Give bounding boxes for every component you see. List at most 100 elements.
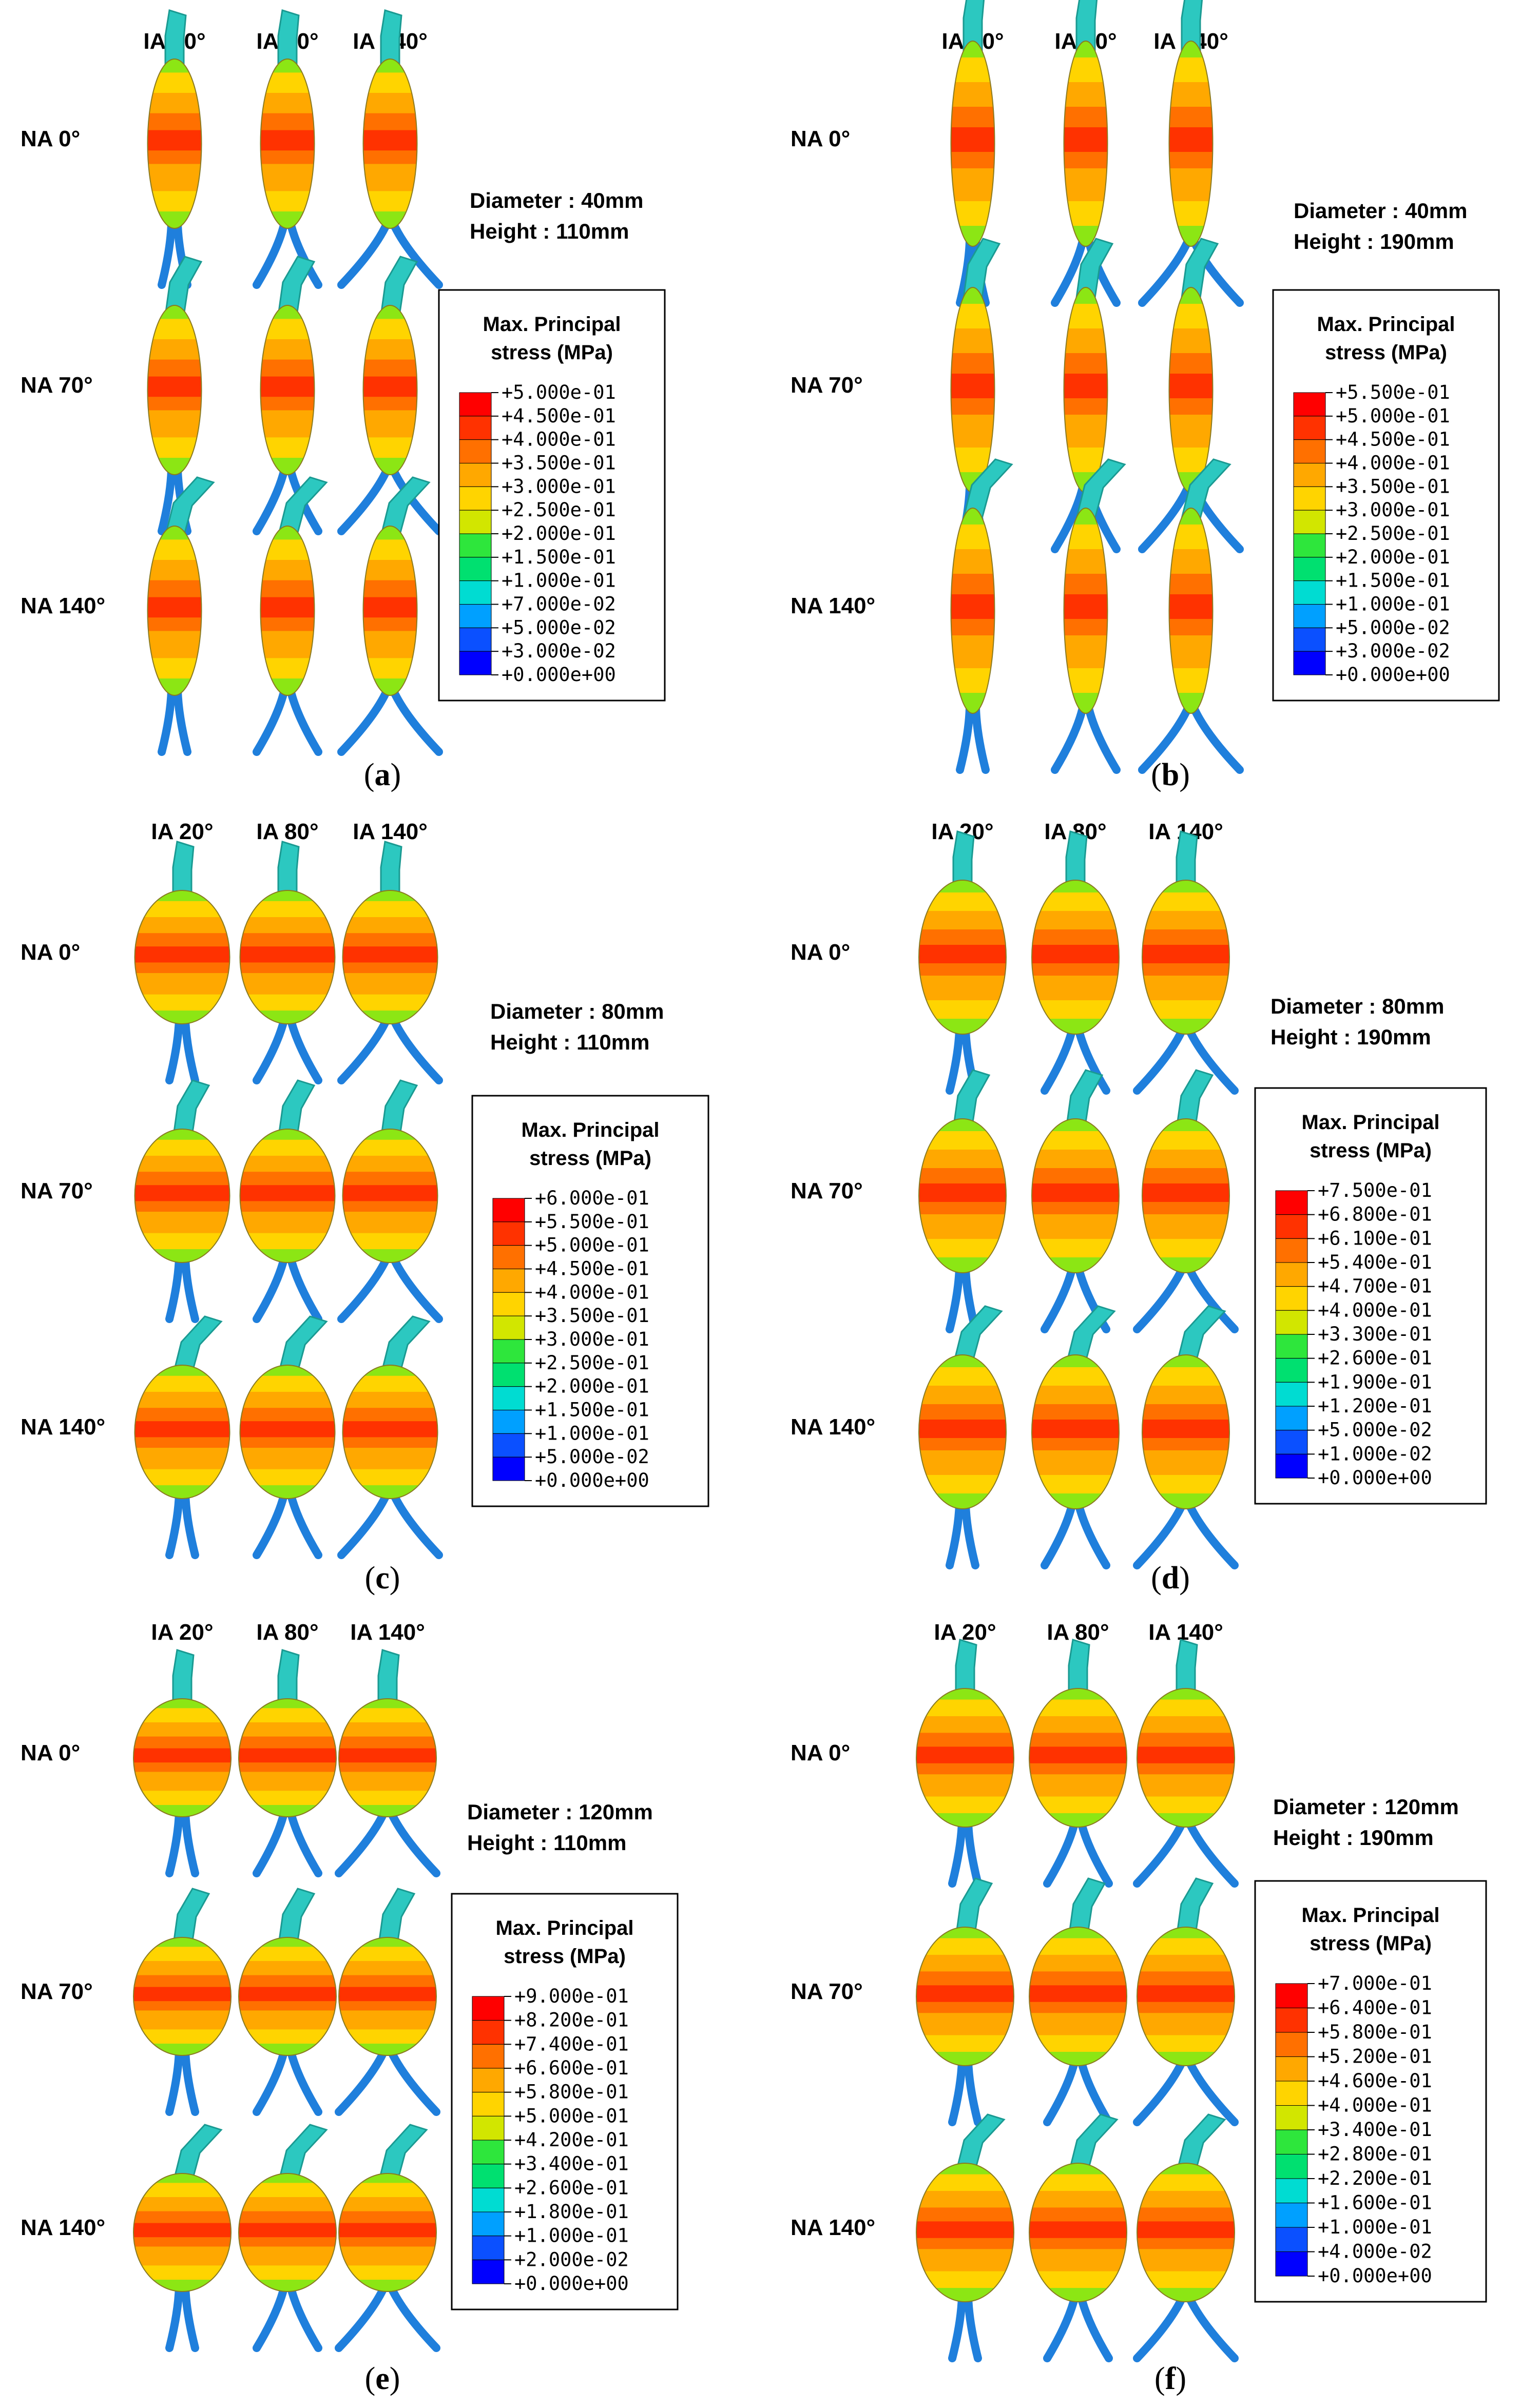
legend-swatch [472, 2164, 505, 2188]
iliac-branch-right [1190, 704, 1244, 774]
legend-value: +1.200e-01 [1318, 1395, 1432, 1417]
legend-value: +0.000e+00 [502, 664, 616, 686]
aneurysm-outline [1031, 1118, 1120, 1273]
iliac-branch-left [165, 1808, 183, 1877]
vessel-model [1031, 1069, 1120, 1333]
legend-value: +2.500e-01 [502, 499, 616, 521]
legend-swatch [472, 2020, 505, 2045]
legend-swatch [492, 1245, 525, 1270]
aneurysm-sac [1032, 880, 1119, 1034]
iliac-branch-left [1133, 2293, 1187, 2362]
iliac-branch-right [1085, 704, 1121, 774]
vessel-model [147, 476, 215, 756]
legend-value: +5.000e-01 [535, 1234, 649, 1256]
column-header: IA 20° [151, 1620, 213, 1645]
vessel-model [916, 1639, 1014, 1888]
legend-value: +1.600e-01 [1318, 2192, 1432, 2214]
legend-swatch [1275, 1190, 1308, 1215]
row-label: NA 70° [21, 373, 93, 398]
legend-value: +6.600e-01 [514, 2057, 629, 2079]
legend-value: +2.000e-01 [535, 1375, 649, 1397]
vessel-model [335, 2124, 440, 2352]
iliac-branch-left [1138, 483, 1192, 553]
legend-swatch [492, 1457, 525, 1481]
iliac-branch-left [165, 1489, 183, 1559]
legend-value: +4.700e-01 [1318, 1275, 1432, 1297]
legend-swatch [1275, 2227, 1308, 2252]
iliac-branch-left [253, 1808, 288, 1877]
iliac-branch-left [1051, 237, 1087, 307]
aneurysm-sac [919, 1355, 1006, 1509]
iliac-branch-left [948, 2293, 966, 2362]
aneurysm-sac [134, 1365, 230, 1499]
legend-title: stress (MPa) [1325, 341, 1447, 364]
iliac-branch-right [286, 1015, 322, 1084]
legend-value: +4.000e-01 [1318, 2094, 1432, 2116]
legend-swatch [459, 580, 492, 605]
row-label: NA 70° [791, 1979, 863, 2004]
legend-swatch [492, 1292, 525, 1316]
legend-value: +2.600e-01 [1318, 1347, 1432, 1369]
vessel-model [238, 1649, 337, 1877]
column-header: IA 80° [256, 819, 318, 844]
row-label: NA 140° [791, 1414, 875, 1440]
iliac-branch-right [964, 1818, 982, 1888]
legend-value: +6.000e-01 [535, 1187, 649, 1209]
row-label: NA 140° [21, 593, 105, 618]
legend-swatch [1275, 1238, 1308, 1263]
vessel-model [1138, 458, 1244, 774]
aneurysm-outline [1031, 1354, 1120, 1509]
iliac-branch-right [181, 1489, 199, 1559]
iliac-branch-right [389, 219, 443, 289]
iliac-branch-left [1133, 1264, 1187, 1333]
iliac-branch-left [253, 2046, 288, 2116]
height-label: Height : 190mm [1273, 1826, 1434, 1850]
legend-swatch [1275, 2178, 1308, 2203]
iliac-branch-left [1133, 1500, 1187, 1569]
legend-swatch [1275, 1334, 1308, 1359]
vessel-model [1051, 238, 1121, 553]
aneurysm-sac [240, 1129, 335, 1263]
legend-swatch [1275, 1382, 1308, 1407]
legend-swatch [459, 557, 492, 581]
vessel-model [133, 1888, 232, 2116]
panel-b: IA 20° IA 80° IA 140°NA 0°NA 70°NA 140°Dia… [791, 0, 1500, 792]
iliac-branch-right [1074, 1500, 1110, 1569]
aneurysm-sac [1064, 287, 1108, 493]
vessel-model [239, 1079, 336, 1323]
legend-value: +4.000e-01 [1318, 1299, 1432, 1321]
legend-value: +2.500e-01 [535, 1352, 649, 1374]
iliac-branch-left [1133, 1818, 1187, 1888]
legend-swatch [459, 627, 492, 652]
legend-swatch [1275, 1406, 1308, 1431]
legend-value: +5.000e-02 [502, 616, 616, 638]
legend-swatch [1275, 1983, 1308, 2008]
legend-swatch [1293, 557, 1326, 581]
legend-value: +4.200e-01 [514, 2129, 629, 2151]
legend-value: +4.500e-01 [1336, 429, 1450, 451]
legend-value: +5.800e-01 [1318, 2021, 1432, 2043]
legend-title: stress (MPa) [1310, 1139, 1432, 1162]
iliac-branch-left [335, 2282, 389, 2352]
column-header: IA 80° [256, 1620, 318, 1645]
aneurysm-outline [342, 890, 438, 1024]
aneurysm-sac [260, 526, 315, 695]
legend-title: stress (MPa) [529, 1147, 651, 1170]
diameter-label: Diameter : 80mm [490, 999, 664, 1023]
vessel-model [134, 1315, 230, 1559]
row-label: NA 140° [21, 1414, 105, 1440]
legend-swatch [472, 1996, 505, 2021]
vessel-model [238, 1888, 337, 2116]
vessel-model [133, 2124, 232, 2352]
iliac-branch-left [1041, 1264, 1076, 1333]
aneurysm-outline [362, 305, 418, 475]
legend-swatch [472, 2115, 505, 2141]
legend-value: +3.000e-02 [1336, 640, 1450, 662]
aneurysm-sac [147, 526, 202, 695]
legend-title: stress (MPa) [1310, 1932, 1432, 1955]
legend-swatch [1293, 486, 1326, 511]
legend-value: +1.500e-01 [502, 546, 616, 568]
legend-swatch [492, 1363, 525, 1387]
row-label: NA 70° [791, 373, 863, 398]
aneurysm-outline [918, 1354, 1007, 1509]
